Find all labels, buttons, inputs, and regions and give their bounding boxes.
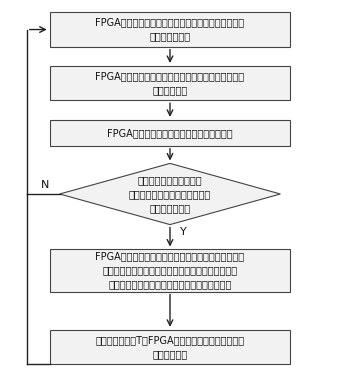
FancyBboxPatch shape [50, 66, 290, 100]
Text: Y: Y [180, 227, 187, 237]
FancyBboxPatch shape [50, 120, 290, 146]
Text: 等待设定的时间T，FPGA控制器通过控制端子断开所
有接触器开关: 等待设定的时间T，FPGA控制器通过控制端子断开所 有接触器开关 [96, 335, 244, 359]
Text: N: N [40, 180, 49, 190]
FancyBboxPatch shape [50, 249, 290, 291]
Text: 电压值最大的铅酸电池电
压与所有铅酸电池平均电压偏差
大于一设定阈值: 电压值最大的铅酸电池电 压与所有铅酸电池平均电压偏差 大于一设定阈值 [129, 175, 211, 213]
Text: FPGA控制器根据获得的铅酸电池电压，找出电压值最
大的铅酸电池: FPGA控制器根据获得的铅酸电池电压，找出电压值最 大的铅酸电池 [96, 71, 244, 95]
Text: FPGA控制器与铅酸电池电压检测模块通信，获得每个
铅酸电池的电压: FPGA控制器与铅酸电池电压检测模块通信，获得每个 铅酸电池的电压 [96, 17, 244, 42]
FancyBboxPatch shape [50, 12, 290, 47]
Polygon shape [59, 163, 280, 225]
FancyBboxPatch shape [50, 330, 290, 364]
Text: FPGA通过控制电压最大铅酸电池单体对应的第一接触
器和第二接触器使电压值最大的铅酸电池单体与所述
放电电阻的并联，对所述铅酸电池单体进行放电: FPGA通过控制电压最大铅酸电池单体对应的第一接触 器和第二接触器使电压值最大的… [96, 251, 244, 289]
Text: FPGA控制器求出所有铅酸电池电压的平均值: FPGA控制器求出所有铅酸电池电压的平均值 [107, 128, 233, 138]
